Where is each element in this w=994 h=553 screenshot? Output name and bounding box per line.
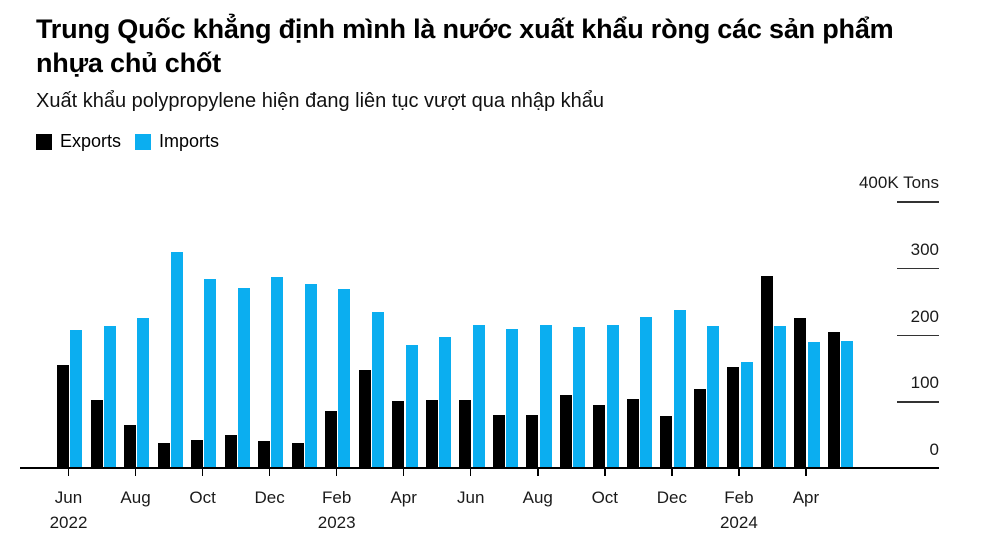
bar-exports bbox=[760, 275, 773, 468]
bar-exports bbox=[492, 414, 505, 468]
x-tick bbox=[201, 468, 204, 476]
y-tick-line bbox=[897, 334, 939, 336]
y-tick-label: 400K Tons bbox=[858, 173, 939, 192]
x-tick-month-label: Apr bbox=[792, 488, 820, 507]
bar-imports bbox=[740, 361, 753, 468]
bar-imports bbox=[573, 327, 586, 468]
bar-imports bbox=[640, 317, 653, 468]
bar-exports bbox=[325, 411, 338, 468]
bar-imports bbox=[170, 251, 183, 468]
bar-imports bbox=[204, 279, 217, 468]
bar-imports bbox=[439, 337, 452, 468]
x-tick bbox=[335, 468, 338, 476]
legend-item-exports: Exports bbox=[36, 131, 121, 152]
bar-imports bbox=[707, 325, 720, 468]
x-tick bbox=[67, 468, 70, 476]
bar-exports bbox=[660, 415, 673, 468]
bar-imports bbox=[841, 341, 854, 468]
bar-exports bbox=[358, 369, 371, 468]
bar-exports bbox=[626, 399, 639, 468]
bar-imports bbox=[271, 277, 284, 468]
bar-exports bbox=[794, 318, 807, 468]
exports-swatch-icon bbox=[36, 133, 52, 150]
x-tick-year-label: 2024 bbox=[719, 513, 758, 532]
x-tick-month-label: Feb bbox=[724, 488, 754, 507]
x-tick bbox=[604, 468, 606, 476]
x-tick bbox=[268, 468, 271, 476]
x-tick-month-label: Feb bbox=[322, 488, 352, 507]
imports-swatch-icon bbox=[135, 133, 152, 150]
bar-imports bbox=[506, 329, 519, 468]
bar-exports bbox=[827, 332, 840, 468]
x-tick bbox=[134, 468, 137, 476]
bar-imports bbox=[338, 289, 351, 468]
bar-exports bbox=[224, 435, 237, 468]
x-tick-month-label: Dec bbox=[656, 488, 687, 507]
legend: Exports Imports bbox=[36, 131, 219, 152]
x-tick-month-label: Jun bbox=[457, 488, 485, 507]
bar-exports bbox=[693, 388, 706, 468]
bar-imports bbox=[472, 325, 485, 468]
x-tick-year-label: 2022 bbox=[49, 513, 88, 532]
bar-exports bbox=[727, 367, 740, 468]
bar-imports bbox=[774, 325, 787, 468]
bar-imports bbox=[137, 317, 150, 468]
x-tick-month-label: Jun bbox=[54, 488, 83, 507]
bar-imports bbox=[405, 345, 418, 468]
y-tick-label: 200 bbox=[910, 306, 939, 326]
bar-imports bbox=[70, 330, 83, 468]
bar-exports bbox=[392, 401, 405, 468]
bar-exports bbox=[459, 399, 472, 468]
x-tick-month-label: Aug bbox=[120, 488, 151, 507]
bar-imports bbox=[539, 325, 552, 468]
x-tick-month-label: Aug bbox=[522, 488, 553, 507]
bar-exports bbox=[57, 365, 69, 468]
bar-exports bbox=[425, 399, 438, 468]
bar-imports bbox=[371, 312, 384, 468]
y-tick-line bbox=[897, 401, 939, 403]
legend-label-exports: Exports bbox=[60, 131, 122, 151]
x-tick bbox=[738, 468, 740, 476]
x-tick-month-label: Oct bbox=[591, 488, 619, 507]
chart-title: Trung Quốc khẳng định mình là nước xuất … bbox=[36, 14, 894, 78]
bar-imports bbox=[237, 288, 250, 468]
y-tick-line bbox=[897, 201, 939, 203]
bar-exports bbox=[90, 399, 103, 468]
x-tick bbox=[469, 468, 472, 476]
bar-imports bbox=[807, 341, 820, 468]
x-tick-month-label: Oct bbox=[189, 488, 216, 507]
x-tick-year-label: 2023 bbox=[317, 513, 356, 532]
bar-imports bbox=[673, 310, 686, 468]
bar-exports bbox=[157, 442, 170, 468]
chart-subtitle: Xuất khẩu polypropylene hiện đang liên t… bbox=[36, 90, 605, 112]
bar-exports bbox=[593, 404, 606, 468]
bar-imports bbox=[103, 325, 116, 468]
legend-label-imports: Imports bbox=[159, 131, 220, 151]
x-tick bbox=[402, 468, 405, 476]
y-tick-line bbox=[897, 267, 939, 270]
x-tick bbox=[671, 468, 673, 476]
bar-exports bbox=[191, 439, 204, 468]
bar-exports bbox=[559, 395, 572, 468]
x-axis-line bbox=[20, 467, 939, 469]
y-tick-label: 300 bbox=[910, 239, 939, 259]
bar-imports bbox=[606, 325, 619, 468]
bar-exports bbox=[526, 415, 539, 468]
bar-exports bbox=[124, 425, 137, 468]
bar-imports bbox=[304, 283, 317, 468]
x-tick bbox=[537, 468, 539, 476]
bar-exports bbox=[258, 441, 271, 468]
y-tick-label: 100 bbox=[910, 373, 939, 393]
x-tick bbox=[805, 468, 807, 476]
legend-item-imports: Imports bbox=[135, 131, 219, 152]
x-tick-month-label: Apr bbox=[390, 488, 417, 507]
x-tick-month-label: Dec bbox=[254, 488, 285, 507]
y-tick-label: 0 bbox=[929, 440, 939, 459]
bar-exports bbox=[291, 442, 304, 468]
